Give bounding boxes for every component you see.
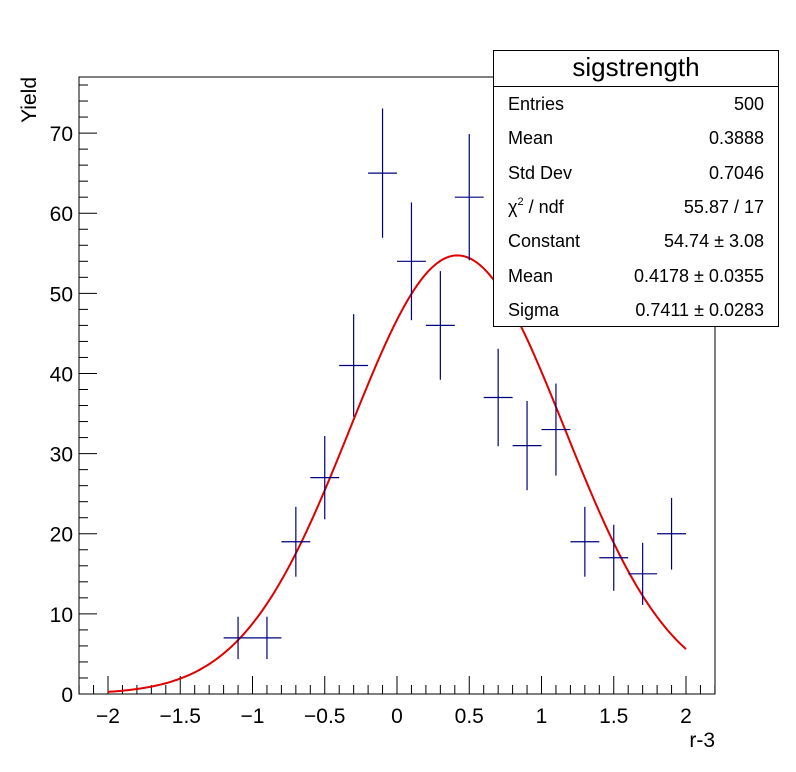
stat-key: Entries xyxy=(508,94,565,114)
stat-row-chi2-ndf: χ2 / ndf 55.87 / 17 xyxy=(508,190,764,224)
stat-key: Sigma xyxy=(508,299,560,320)
x-tick-label: −1 xyxy=(241,705,265,728)
stat-value: 0.3888 xyxy=(708,128,764,149)
data-point xyxy=(628,542,658,605)
stat-key: Mean xyxy=(508,265,554,286)
x-axis-title: r-3 xyxy=(689,729,715,752)
stat-row-std-dev: Std Dev 0.7046 xyxy=(508,156,764,190)
stats-box-title: sigstrength xyxy=(494,51,778,87)
x-tick-label: 0.5 xyxy=(455,705,484,728)
stat-row-constant: Constant 54.74 ± 3.08 xyxy=(508,224,764,258)
data-point xyxy=(281,506,311,577)
stat-row-entries: Entries 500 xyxy=(508,87,764,121)
data-point xyxy=(368,108,397,238)
data-point xyxy=(397,202,426,321)
chi-symbol: χ xyxy=(508,196,518,217)
data-point xyxy=(570,506,600,577)
data-point xyxy=(425,271,455,380)
y-tick-label: 70 xyxy=(50,123,73,146)
stat-key: Mean xyxy=(508,128,554,149)
data-point xyxy=(657,497,686,570)
x-tick-label: 1 xyxy=(536,705,548,728)
stat-value: 0.4178 ± 0.0355 xyxy=(634,265,764,286)
y-tick-label: 0 xyxy=(61,684,73,707)
x-tick-label: −2 xyxy=(96,705,120,728)
stat-value: 54.74 ± 3.08 xyxy=(664,231,764,252)
stats-box: sigstrength Entries 500 Mean 0.3888 Std … xyxy=(493,50,779,327)
data-point xyxy=(541,383,571,476)
x-axis-tick-labels: −2 −1.5 −1 −0.5 0 0.5 1 1.5 2 xyxy=(96,705,692,728)
stat-key: Constant xyxy=(508,231,581,252)
y-axis-ticks xyxy=(79,84,97,695)
data-point xyxy=(483,348,513,447)
data-point xyxy=(310,436,340,520)
stat-value: 55.87 / 17 xyxy=(683,196,764,217)
stat-value: 500 xyxy=(733,94,764,114)
stat-value: 0.7046 xyxy=(708,162,764,183)
x-tick-label: 2 xyxy=(680,705,692,728)
chi-tail: / ndf xyxy=(523,196,564,217)
x-tick-label: −0.5 xyxy=(304,705,345,728)
gaussian-fit-curve xyxy=(107,254,687,693)
x-tick-label: −1.5 xyxy=(160,705,201,728)
y-tick-label: 30 xyxy=(50,444,73,467)
stat-key: Std Dev xyxy=(508,162,573,183)
data-points xyxy=(223,108,686,660)
y-tick-label: 20 xyxy=(50,524,73,547)
y-tick-label: 60 xyxy=(50,203,73,226)
stat-value: 0.7411 ± 0.0283 xyxy=(635,299,764,320)
data-point xyxy=(339,314,369,417)
x-axis-ticks xyxy=(78,676,716,694)
y-tick-label: 40 xyxy=(50,363,73,386)
chi-superscript: 2 xyxy=(517,195,524,208)
data-point xyxy=(454,134,484,261)
y-tick-label: 50 xyxy=(50,283,73,306)
y-axis-tick-labels: 0 10 20 30 40 50 60 70 xyxy=(50,123,73,707)
x-tick-label: 0 xyxy=(391,705,403,728)
stat-row-fit-mean: Mean 0.4178 ± 0.0355 xyxy=(508,259,764,293)
y-axis-title: Yield xyxy=(18,77,41,123)
stat-key: χ2 / ndf xyxy=(508,190,564,224)
stat-row-mean: Mean 0.3888 xyxy=(508,121,764,155)
data-point xyxy=(599,524,629,591)
data-point xyxy=(223,616,253,660)
data-point xyxy=(252,616,282,660)
x-tick-label: 1.5 xyxy=(599,705,628,728)
y-tick-label: 10 xyxy=(50,604,73,627)
stat-row-sigma: Sigma 0.7411 ± 0.0283 xyxy=(508,293,764,327)
data-point xyxy=(512,400,542,491)
